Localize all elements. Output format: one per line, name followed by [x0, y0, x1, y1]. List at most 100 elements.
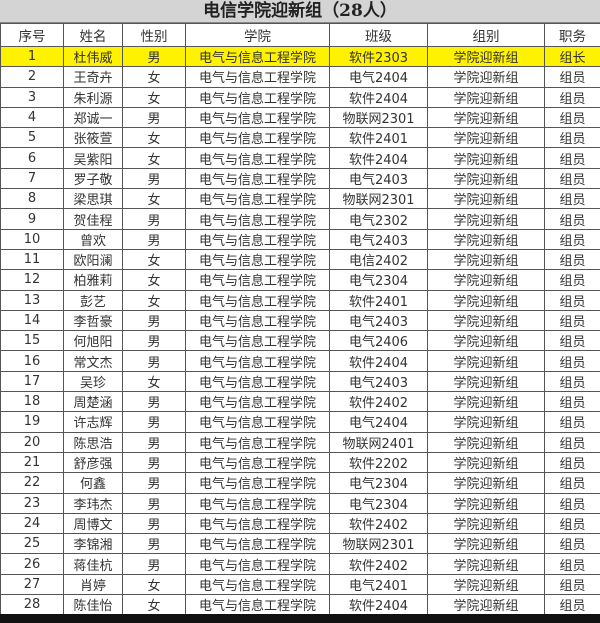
column-header-group[interactable]: 组别: [427, 23, 545, 47]
cell-college[interactable]: 电气与信息工程学院: [185, 472, 330, 494]
cell-college[interactable]: 电气与信息工程学院: [185, 106, 330, 129]
cell-group[interactable]: 学院迎新组: [427, 269, 545, 291]
cell-gender[interactable]: 女: [122, 269, 186, 291]
cell-index[interactable]: 26: [0, 553, 64, 575]
cell-group[interactable]: 学院迎新组: [427, 594, 545, 616]
cell-gender[interactable]: 女: [122, 86, 186, 108]
cell-class[interactable]: 电气2403: [329, 309, 428, 332]
cell-gender[interactable]: 女: [122, 147, 186, 169]
cell-class[interactable]: 物联网2401: [329, 431, 428, 453]
cell-group[interactable]: 学院迎新组: [427, 86, 545, 108]
column-header-college[interactable]: 学院: [185, 23, 330, 47]
cell-role[interactable]: 组员: [544, 248, 600, 271]
cell-group[interactable]: 学院迎新组: [427, 330, 545, 352]
cell-role[interactable]: 组员: [544, 573, 600, 596]
cell-role[interactable]: 组员: [544, 269, 600, 291]
cell-college[interactable]: 电气与信息工程学院: [185, 431, 330, 453]
cell-college[interactable]: 电气与信息工程学院: [185, 45, 330, 68]
cell-name[interactable]: 肖婷: [63, 573, 123, 596]
cell-role[interactable]: 组员: [544, 309, 600, 332]
cell-name[interactable]: 陈思浩: [63, 431, 123, 453]
cell-group[interactable]: 学院迎新组: [427, 472, 545, 494]
cell-group[interactable]: 学院迎新组: [427, 451, 545, 474]
cell-class[interactable]: 电信2402: [329, 248, 428, 271]
cell-index[interactable]: 16: [0, 350, 64, 372]
cell-group[interactable]: 学院迎新组: [427, 208, 545, 230]
cell-group[interactable]: 学院迎新组: [427, 411, 545, 433]
cell-class[interactable]: 电气2304: [329, 472, 428, 494]
cell-index[interactable]: 5: [0, 127, 64, 149]
cell-college[interactable]: 电气与信息工程学院: [185, 391, 330, 413]
cell-name[interactable]: 吴珍: [63, 370, 123, 393]
cell-college[interactable]: 电气与信息工程学院: [185, 86, 330, 108]
cell-name[interactable]: 李玮杰: [63, 492, 123, 514]
cell-group[interactable]: 学院迎新组: [427, 391, 545, 413]
cell-class[interactable]: 物联网2301: [329, 533, 428, 555]
cell-college[interactable]: 电气与信息工程学院: [185, 330, 330, 352]
cell-name[interactable]: 李锦湘: [63, 533, 123, 555]
cell-group[interactable]: 学院迎新组: [427, 248, 545, 271]
cell-name[interactable]: 周博文: [63, 512, 123, 535]
cell-index[interactable]: 12: [0, 269, 64, 291]
cell-college[interactable]: 电气与信息工程学院: [185, 269, 330, 291]
cell-group[interactable]: 学院迎新组: [427, 106, 545, 129]
cell-group[interactable]: 学院迎新组: [427, 431, 545, 453]
cell-index[interactable]: 19: [0, 411, 64, 433]
cell-gender[interactable]: 女: [122, 594, 186, 616]
cell-name[interactable]: 曾欢: [63, 228, 123, 250]
cell-gender[interactable]: 男: [122, 553, 186, 575]
cell-index[interactable]: 21: [0, 451, 64, 474]
cell-gender[interactable]: 女: [122, 66, 186, 88]
column-header-role[interactable]: 职务: [544, 23, 600, 47]
cell-role[interactable]: 组员: [544, 472, 600, 494]
cell-college[interactable]: 电气与信息工程学院: [185, 188, 330, 210]
cell-role[interactable]: 组员: [544, 533, 600, 555]
cell-name[interactable]: 陈佳怡: [63, 594, 123, 616]
cell-class[interactable]: 软件2402: [329, 553, 428, 575]
cell-role[interactable]: 组员: [544, 391, 600, 413]
cell-college[interactable]: 电气与信息工程学院: [185, 127, 330, 149]
cell-college[interactable]: 电气与信息工程学院: [185, 370, 330, 393]
cell-index[interactable]: 17: [0, 370, 64, 393]
cell-gender[interactable]: 女: [122, 573, 186, 596]
cell-index[interactable]: 27: [0, 573, 64, 596]
cell-index[interactable]: 24: [0, 512, 64, 535]
cell-class[interactable]: 电气2404: [329, 411, 428, 433]
column-header-index[interactable]: 序号: [0, 23, 64, 47]
cell-index[interactable]: 22: [0, 472, 64, 494]
cell-college[interactable]: 电气与信息工程学院: [185, 451, 330, 474]
cell-role[interactable]: 组员: [544, 431, 600, 453]
cell-name[interactable]: 欧阳澜: [63, 248, 123, 271]
cell-gender[interactable]: 男: [122, 411, 186, 433]
cell-gender[interactable]: 男: [122, 208, 186, 230]
cell-role[interactable]: 组员: [544, 594, 600, 616]
cell-college[interactable]: 电气与信息工程学院: [185, 553, 330, 575]
cell-index[interactable]: 4: [0, 106, 64, 129]
cell-role[interactable]: 组员: [544, 127, 600, 149]
cell-class[interactable]: 软件2404: [329, 86, 428, 108]
cell-index[interactable]: 20: [0, 431, 64, 453]
cell-index[interactable]: 14: [0, 309, 64, 332]
cell-gender[interactable]: 男: [122, 533, 186, 555]
cell-role[interactable]: 组员: [544, 451, 600, 474]
cell-gender[interactable]: 女: [122, 370, 186, 393]
cell-name[interactable]: 柏雅莉: [63, 269, 123, 291]
cell-gender[interactable]: 男: [122, 492, 186, 514]
cell-index[interactable]: 15: [0, 330, 64, 352]
cell-role[interactable]: 组员: [544, 370, 600, 393]
cell-role[interactable]: 组长: [544, 45, 600, 68]
cell-college[interactable]: 电气与信息工程学院: [185, 594, 330, 616]
cell-group[interactable]: 学院迎新组: [427, 573, 545, 596]
cell-index[interactable]: 9: [0, 208, 64, 230]
cell-class[interactable]: 物联网2301: [329, 188, 428, 210]
cell-name[interactable]: 周楚涵: [63, 391, 123, 413]
column-header-gender[interactable]: 性别: [122, 23, 186, 47]
cell-name[interactable]: 张筱萱: [63, 127, 123, 149]
cell-name[interactable]: 郑诚一: [63, 106, 123, 129]
cell-college[interactable]: 电气与信息工程学院: [185, 350, 330, 372]
cell-role[interactable]: 组员: [544, 289, 600, 311]
cell-role[interactable]: 组员: [544, 411, 600, 433]
cell-gender[interactable]: 男: [122, 431, 186, 453]
cell-role[interactable]: 组员: [544, 66, 600, 88]
cell-college[interactable]: 电气与信息工程学院: [185, 492, 330, 514]
